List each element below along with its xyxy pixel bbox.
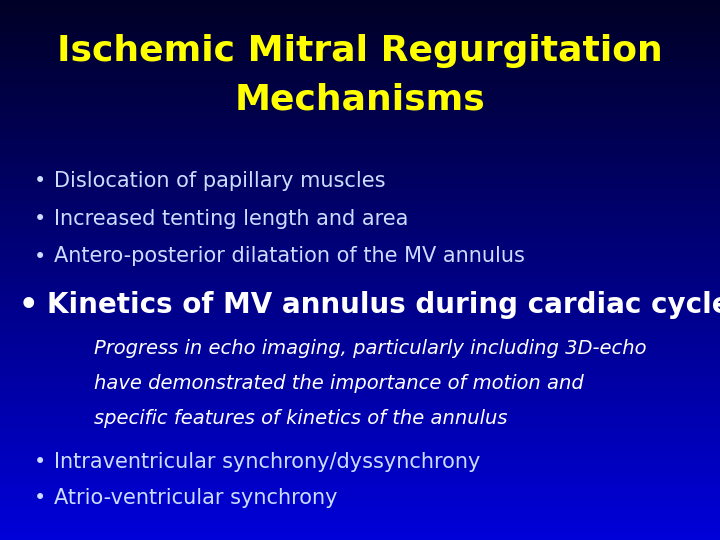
Text: Intraventricular synchrony/dyssynchrony: Intraventricular synchrony/dyssynchrony	[54, 451, 480, 472]
Text: Kinetics of MV annulus during cardiac cycle: Kinetics of MV annulus during cardiac cy…	[47, 291, 720, 319]
Text: Increased tenting length and area: Increased tenting length and area	[54, 208, 408, 229]
Text: •: •	[33, 451, 46, 472]
Text: Progress in echo imaging, particularly including 3D-echo: Progress in echo imaging, particularly i…	[94, 339, 646, 358]
Text: have demonstrated the importance of motion and: have demonstrated the importance of moti…	[94, 374, 583, 393]
Text: •: •	[33, 488, 46, 508]
Text: •: •	[33, 246, 46, 267]
Text: •: •	[19, 291, 39, 320]
Text: specific features of kinetics of the annulus: specific features of kinetics of the ann…	[94, 409, 507, 428]
Text: Dislocation of papillary muscles: Dislocation of papillary muscles	[54, 171, 385, 191]
Text: •: •	[33, 208, 46, 229]
Text: Mechanisms: Mechanisms	[235, 83, 485, 117]
Text: Atrio-ventricular synchrony: Atrio-ventricular synchrony	[54, 488, 338, 508]
Text: Antero-posterior dilatation of the MV annulus: Antero-posterior dilatation of the MV an…	[54, 246, 525, 267]
Text: Ischemic Mitral Regurgitation: Ischemic Mitral Regurgitation	[57, 35, 663, 68]
Text: •: •	[33, 171, 46, 191]
